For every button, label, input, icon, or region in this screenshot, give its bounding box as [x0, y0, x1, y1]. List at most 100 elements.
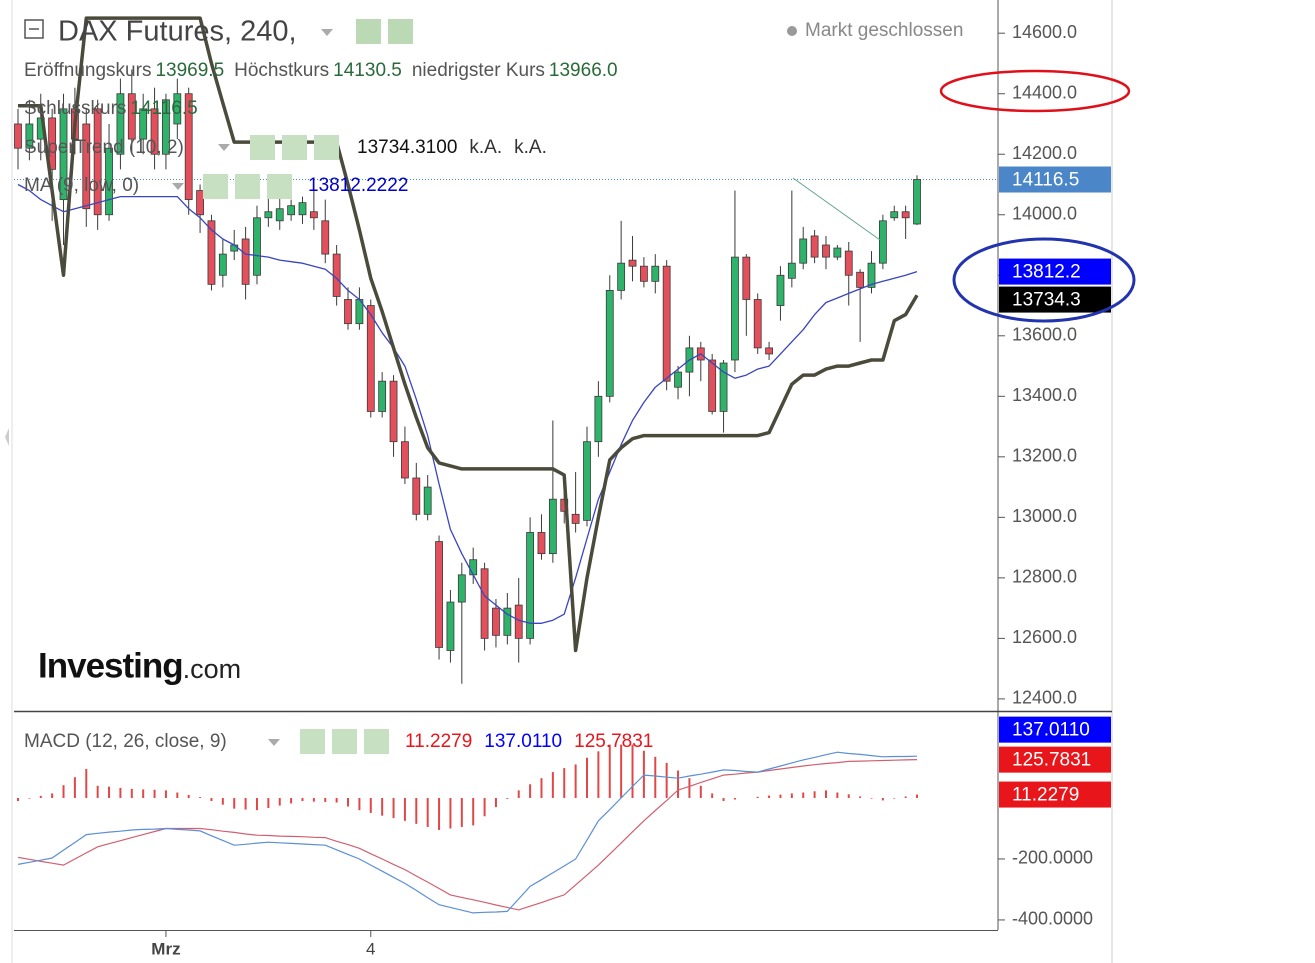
- dropdown-arrow[interactable]: [172, 183, 184, 190]
- ma-line: [17, 183, 918, 624]
- candle-body: [218, 253, 227, 276]
- collapse-icon[interactable]: [24, 19, 44, 39]
- macd-plot: [17, 744, 919, 914]
- price-flag-label: 13734.3: [1012, 290, 1081, 311]
- scroll-arrow[interactable]: [5, 428, 9, 446]
- remove-icon[interactable]: [364, 729, 389, 754]
- candle-body: [503, 607, 512, 636]
- price-plot: Investing .com: [14, 16, 998, 685]
- ohlc-value: 13969.5: [155, 60, 224, 81]
- candle-body: [844, 250, 853, 276]
- candle-body: [901, 211, 910, 219]
- candle-body: [162, 99, 170, 155]
- ohlc-label: niedrigster Kurs: [412, 60, 545, 81]
- settings-icon[interactable]: [388, 19, 413, 44]
- ohlc-label: Eröffnungskurs: [24, 60, 151, 81]
- candle-body: [594, 395, 603, 443]
- remove-icon[interactable]: [314, 135, 339, 160]
- overlay: DAX Futures, 240, Markt geschlossen Eröffn…: [24, 16, 963, 754]
- candle-body: [662, 265, 671, 382]
- trend-line: [792, 177, 881, 241]
- remove-icon[interactable]: [267, 174, 292, 199]
- dropdown-arrow[interactable]: [218, 144, 230, 151]
- y-tick-label: -400.0000: [1012, 909, 1093, 929]
- watermark: Investing: [38, 646, 183, 685]
- macd-value: 11.2279: [405, 731, 472, 752]
- candle-body: [776, 274, 785, 306]
- candle-body: [59, 108, 68, 201]
- candle-body: [469, 559, 478, 576]
- price-flag-label: 137.0110: [1012, 720, 1090, 741]
- candle-body: [731, 256, 739, 361]
- candle-body: [48, 117, 57, 170]
- candle-body: [116, 93, 125, 155]
- candle-body: [765, 347, 773, 355]
- candle-body: [401, 441, 409, 479]
- candle-body: [366, 305, 375, 412]
- candle-body: [332, 253, 341, 297]
- y-tick-label: 12400.0: [1012, 688, 1077, 708]
- candle-body: [93, 108, 102, 216]
- candle-body: [787, 262, 796, 279]
- status-dot: [787, 26, 797, 36]
- candle-body: [480, 568, 489, 639]
- eye-icon[interactable]: [203, 174, 228, 199]
- candle-body: [674, 371, 682, 388]
- candle-body: [321, 220, 330, 255]
- settings-icon[interactable]: [235, 174, 260, 199]
- candle-body: [105, 147, 113, 216]
- candle-body: [423, 486, 432, 515]
- price-flag: [999, 258, 1111, 285]
- candle-body: [583, 441, 591, 521]
- candle-body: [82, 123, 91, 210]
- eye-icon[interactable]: [300, 729, 325, 754]
- price-flag: [999, 286, 1111, 313]
- candle-body: [526, 532, 534, 639]
- candle-body: [173, 93, 182, 125]
- y-tick-label: -200.0000: [1012, 848, 1093, 868]
- candle-body: [719, 362, 728, 412]
- y-tick-label: 14000.0: [1012, 204, 1077, 224]
- ohlc-label: Höchstkurs: [234, 60, 329, 81]
- ohlc-value: 14116.5: [130, 98, 197, 119]
- candle-body: [127, 93, 136, 140]
- highlight-ellipse: [939, 69, 1131, 113]
- supertrend-line: [18, 16, 919, 653]
- candle-body: [25, 123, 34, 149]
- ohlc-label: Schlusskurs: [24, 98, 126, 119]
- candle-body: [742, 256, 751, 300]
- y-tick-label: 14200.0: [1012, 143, 1077, 163]
- price-flag: [999, 166, 1111, 193]
- candle-body: [196, 190, 204, 216]
- dropdown-arrow[interactable]: [321, 29, 333, 36]
- macd-value: 125.7831: [574, 731, 653, 752]
- eye-icon[interactable]: [356, 19, 381, 44]
- candle-body: [628, 259, 637, 267]
- price-flag-label: 11.2279: [1012, 785, 1079, 806]
- candle-body: [378, 380, 387, 412]
- price-flag: [999, 716, 1111, 743]
- indicator-value: k.A.: [514, 137, 547, 158]
- macd-value: 137.0110: [484, 731, 562, 752]
- settings-icon[interactable]: [282, 135, 307, 160]
- y-tick-label: 13600.0: [1012, 325, 1077, 345]
- price-flag-label: 13812.2: [1012, 262, 1081, 283]
- candle-body: [139, 108, 148, 140]
- chart-title: DAX Futures, 240,: [58, 16, 297, 48]
- settings-icon[interactable]: [332, 729, 357, 754]
- candle-body: [241, 238, 250, 285]
- candle-body: [412, 477, 421, 515]
- candle-body: [492, 607, 500, 636]
- candle-body: [150, 108, 159, 155]
- dropdown-arrow[interactable]: [268, 739, 280, 746]
- eye-icon[interactable]: [250, 135, 275, 160]
- watermark-suffix: .com: [183, 654, 242, 684]
- x-tick-label: 4: [366, 939, 375, 958]
- candle-body: [651, 265, 660, 282]
- candle-body: [617, 262, 626, 291]
- candle-body: [867, 262, 876, 288]
- candle-body: [833, 247, 842, 258]
- candle-body: [890, 211, 899, 219]
